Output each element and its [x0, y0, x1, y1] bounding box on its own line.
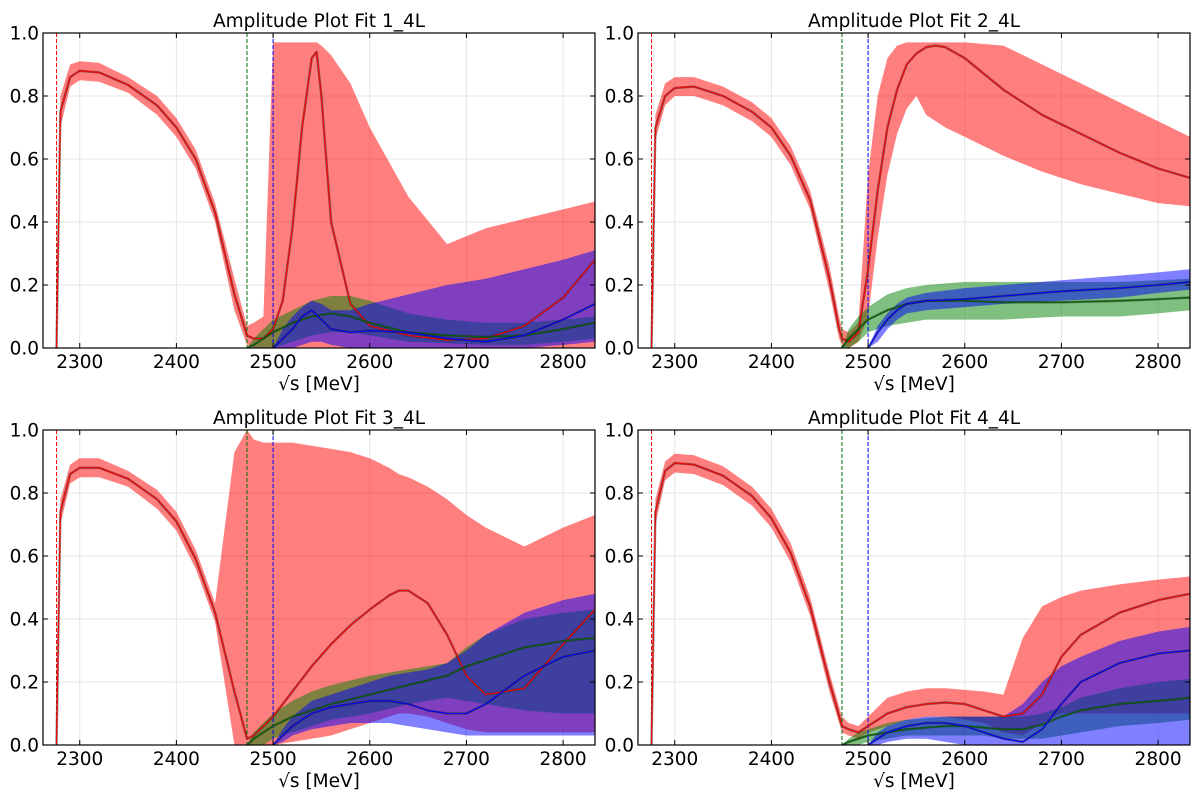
blue-line [867, 281, 1190, 348]
red-line [55, 51, 595, 348]
subplot-4: 2300 2400 2500 2600 2700 2800 0.0 0.2 0.4 0.6 0.8 1… [605, 408, 1191, 792]
x-tick-label: 2400 [153, 352, 200, 373]
chart-title: Amplitude Plot Fit 3_4L [213, 408, 426, 429]
subplot-2: 2300 2400 2500 2600 2700 2800 0.0 0.2 0.4 0.6 0.8 1… [605, 11, 1191, 395]
chart-title: Amplitude Plot Fit 1_4L [213, 11, 426, 32]
x-tick-label: 2700 [1038, 749, 1085, 770]
x-tick-label: 2600 [346, 749, 393, 770]
green-line [246, 637, 595, 745]
y-tick-label: 1.0 [10, 421, 39, 442]
x-tick-label: 2400 [153, 749, 200, 770]
y-tick-label: 1.0 [605, 24, 634, 45]
x-tick-label: 2300 [651, 352, 698, 373]
y-tick-label: 0.0 [605, 339, 634, 360]
blue-line [272, 303, 595, 348]
x-axis-label: √s [MeV] [873, 771, 955, 792]
plot-area [55, 430, 595, 745]
red-line [650, 45, 1190, 348]
y-tick-label: 0.4 [605, 213, 634, 234]
blue-line [867, 649, 1190, 745]
x-tick-label: 2400 [748, 749, 795, 770]
x-tick-label: 2600 [941, 749, 988, 770]
x-axis-label: √s [MeV] [278, 374, 360, 395]
y-tick-label: 0.8 [10, 484, 39, 505]
x-tick-label: 2600 [941, 352, 988, 373]
y-tick-label: 1.0 [605, 421, 634, 442]
blue-error-band [868, 626, 1190, 745]
blue-error-band [273, 593, 595, 745]
x-tick-label: 2800 [540, 352, 587, 373]
x-tick-label: 2800 [540, 749, 587, 770]
y-tick-label: 0.6 [10, 150, 39, 171]
x-tick-label: 2400 [748, 352, 795, 373]
blue-line [272, 649, 595, 745]
red-line [55, 467, 595, 745]
x-axis-label: √s [MeV] [278, 771, 360, 792]
y-tick-label: 0.2 [10, 276, 39, 297]
x-tick-label: 2800 [1135, 749, 1182, 770]
y-tick-label: 0.4 [605, 610, 634, 631]
x-tick-label: 2300 [56, 352, 103, 373]
y-tick-label: 0.8 [605, 484, 634, 505]
x-tick-label: 2500 [250, 749, 297, 770]
y-tick-label: 0.0 [10, 736, 39, 757]
y-tick-label: 0.4 [10, 610, 39, 631]
x-tick-label: 2300 [651, 749, 698, 770]
axes-frame [637, 32, 1191, 349]
plot-area [650, 430, 1190, 745]
chart-title: Amplitude Plot Fit 4_4L [808, 408, 1021, 429]
y-tick-label: 0.8 [10, 87, 39, 108]
x-tick-label: 2600 [346, 352, 393, 373]
x-tick-label: 2700 [443, 749, 490, 770]
y-tick-label: 0.2 [10, 673, 39, 694]
y-tick-label: 0.0 [605, 736, 634, 757]
subplot-1: 2300 2400 2500 2600 2700 2800 0.0 0.2 0.4 0.6 0.8 1… [10, 11, 596, 395]
x-tick-label: 2700 [1038, 352, 1085, 373]
x-axis-label: √s [MeV] [873, 374, 955, 395]
y-tick-label: 0.6 [10, 547, 39, 568]
y-tick-label: 0.4 [10, 213, 39, 234]
blue-error-band [273, 250, 595, 348]
green-line [841, 697, 1190, 745]
y-tick-label: 1.0 [10, 24, 39, 45]
plot-area [650, 33, 1190, 348]
red-line [650, 462, 1190, 745]
axes-frame [637, 429, 1191, 746]
green-line [246, 312, 595, 348]
y-tick-label: 0.0 [10, 339, 39, 360]
x-tick-label: 2500 [250, 352, 297, 373]
y-tick-label: 0.6 [605, 547, 634, 568]
axes-frame [42, 32, 596, 349]
x-tick-label: 2500 [845, 352, 892, 373]
chart-title: Amplitude Plot Fit 2_4L [808, 11, 1021, 32]
x-tick-label: 2700 [443, 352, 490, 373]
x-tick-label: 2300 [56, 749, 103, 770]
subplot-3: 2300 2400 2500 2600 2700 2800 0.0 0.2 0.4 0.6 0.8 1… [10, 408, 596, 792]
axes-frame [42, 429, 596, 746]
red-error-band [651, 42, 1190, 348]
y-tick-label: 0.2 [605, 276, 634, 297]
y-tick-label: 0.2 [605, 673, 634, 694]
y-tick-label: 0.8 [605, 87, 634, 108]
x-tick-label: 2500 [845, 749, 892, 770]
x-tick-label: 2800 [1135, 352, 1182, 373]
plot-area [55, 33, 595, 348]
y-tick-label: 0.6 [605, 150, 634, 171]
red-error-band [56, 42, 595, 348]
